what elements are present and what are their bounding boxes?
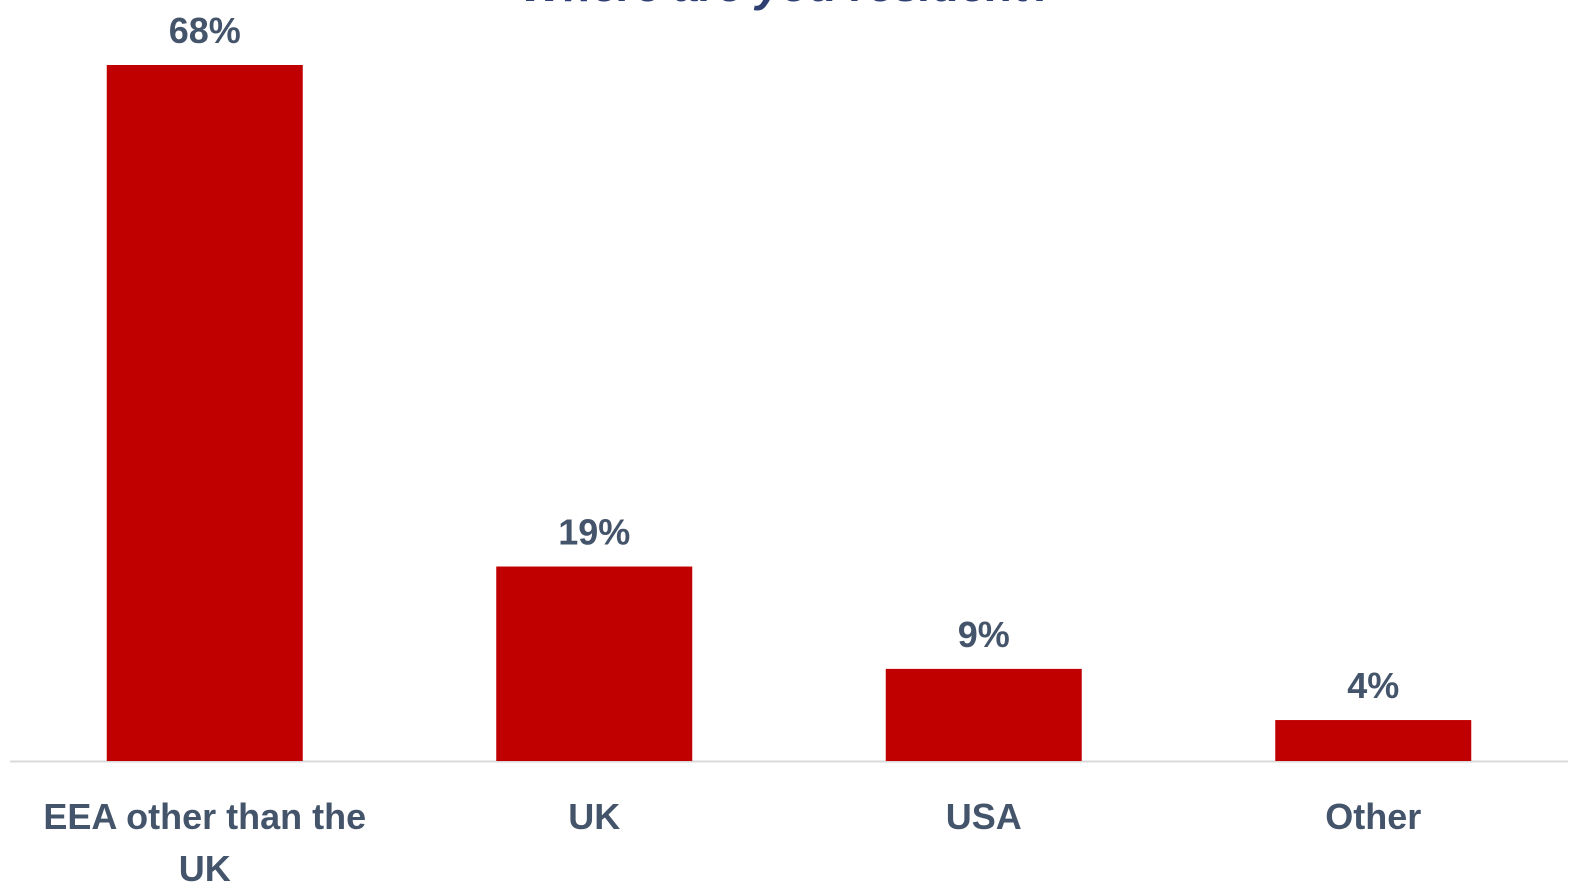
category-label: UK [568, 796, 620, 837]
category-label-line: EEA other than the [43, 796, 366, 837]
data-label: 68% [169, 10, 241, 51]
data-label: 9% [958, 614, 1010, 655]
category-label: EEA other than the UK [43, 796, 366, 889]
category-label-line: UK [179, 848, 231, 889]
bar [1275, 720, 1472, 761]
category-label-line: USA [946, 796, 1022, 837]
bar [106, 65, 303, 761]
bar [885, 668, 1082, 761]
category-label-line: UK [568, 796, 620, 837]
data-label: 19% [558, 512, 630, 553]
data-label: 4% [1347, 665, 1399, 706]
category-label: Other [1325, 796, 1421, 837]
category-label-line: Other [1325, 796, 1421, 837]
bar [496, 566, 693, 761]
category-label: USA [946, 796, 1022, 837]
chart-title: Where are you resident? [0, 0, 1578, 8]
